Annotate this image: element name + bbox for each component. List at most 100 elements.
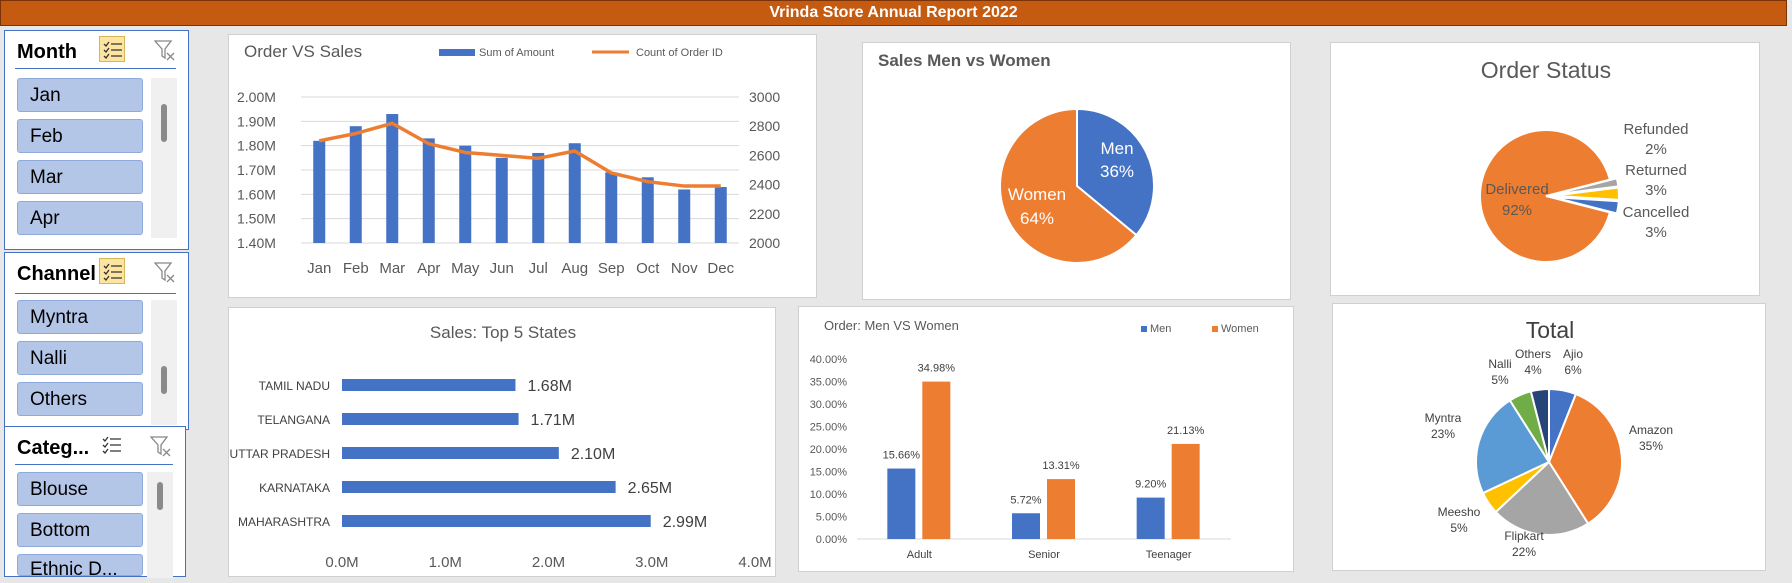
clear-filter-button[interactable]	[151, 258, 177, 284]
order-count-line	[318, 121, 721, 188]
bar-oct	[641, 177, 654, 243]
slicer-item-nalli[interactable]: Nalli	[17, 341, 143, 375]
slicer-item-others[interactable]: Others	[17, 382, 143, 416]
data-label: 15.66%	[883, 450, 921, 462]
order-men-vs-women-chart: Order: Men VS Women Men Women 40.00% 35.00% 3…	[810, 318, 1259, 561]
data-label-value: 6%	[1564, 363, 1582, 377]
x-tick-label: 2.0M	[532, 554, 565, 571]
slicer-item-jan[interactable]: Jan	[17, 78, 143, 112]
slicer-item-apr[interactable]: Apr	[17, 201, 143, 235]
y-tick-label: 30.00%	[810, 399, 848, 411]
y-left-tick-label: 1.90M	[237, 113, 276, 129]
y-left-tick-label: 2.00M	[237, 89, 276, 105]
month-slicer: Month Jan Feb Mar Apr	[4, 30, 189, 250]
data-label-value: 92%	[1502, 202, 1532, 219]
x-tick-label: Dec	[707, 260, 734, 277]
y-right-tick-label: 2400	[749, 177, 780, 193]
data-label-name: Myntra	[1425, 411, 1462, 425]
channel-slicer-title: Channel	[17, 263, 96, 285]
multi-select-button[interactable]	[99, 432, 125, 458]
x-tick-label: 3.0M	[635, 554, 668, 571]
legend-label-men: Men	[1150, 323, 1171, 335]
gender-slice-women	[999, 107, 1138, 264]
bar-men-adult	[887, 468, 916, 539]
status-slice-cancelled	[1552, 196, 1620, 215]
data-label: 2.65M	[628, 480, 672, 497]
total-channel-chart: Total Ajio 6% Amazon 35% Flipkart 22% Meesho 5% M…	[1425, 317, 1673, 559]
data-label-value: 5%	[1491, 373, 1509, 387]
slicer-item-feb[interactable]: Feb	[17, 119, 143, 153]
x-tick-label: Sep	[598, 260, 625, 277]
slicer-divider	[15, 464, 173, 465]
slicer-item-bottom[interactable]: Bottom	[17, 513, 143, 547]
data-label: 2.10M	[571, 446, 615, 463]
y-left-tick-label: 1.40M	[237, 235, 276, 251]
y-tick-label: 35.00%	[810, 377, 848, 389]
scrollbar-thumb[interactable]	[157, 482, 163, 510]
data-label-value: 36%	[1100, 162, 1134, 181]
data-label-name: Men	[1100, 139, 1133, 158]
channel-slice-myntra	[1475, 398, 1551, 495]
order-vs-sales-panel: Order VS Sales Sum of Amount Count of Orde…	[228, 34, 817, 298]
data-label: 21.13%	[1167, 425, 1205, 437]
x-tick-label: May	[451, 260, 480, 277]
legend-swatch-men	[1141, 326, 1147, 332]
y-tick-label: TELANGANA	[257, 413, 330, 427]
multi-select-icon	[103, 41, 122, 59]
y-left-tick-label: 1.70M	[237, 162, 276, 178]
multi-select-button[interactable]	[99, 258, 125, 284]
slicer-divider	[15, 293, 176, 294]
clear-filter-button[interactable]	[147, 432, 173, 458]
scrollbar-thumb[interactable]	[161, 104, 167, 142]
month-scrollbar[interactable]	[151, 78, 177, 238]
slicer-item-blouse[interactable]: Blouse	[17, 472, 143, 506]
x-tick-label: Jan	[307, 260, 331, 277]
bar-sep	[605, 172, 618, 243]
bar-uttar-pradesh	[342, 447, 559, 459]
bar-aug	[568, 143, 581, 243]
data-label: 5.72%	[1010, 494, 1041, 506]
y-right-tick-label: 3000	[749, 89, 780, 105]
top-5-states-chart: Sales: Top 5 States TAMIL NADU 1.68M TELANG…	[230, 323, 772, 571]
clear-filter-button[interactable]	[151, 36, 177, 62]
chart-title: Order VS Sales	[244, 42, 362, 61]
scrollbar-thumb[interactable]	[161, 366, 167, 394]
category-scrollbar[interactable]	[147, 472, 173, 578]
bar-women-senior	[1047, 479, 1075, 539]
bar-mar	[386, 114, 399, 244]
channel-scrollbar[interactable]	[151, 300, 177, 425]
data-label: 1.68M	[527, 378, 571, 395]
clear-filter-icon	[154, 40, 175, 61]
x-tick-label: Adult	[907, 549, 932, 561]
category-slicer-title: Categ...	[17, 437, 90, 459]
gender-slice-men	[1076, 107, 1155, 237]
data-label-name: Returned	[1625, 162, 1687, 179]
bar-women-teenager	[1171, 443, 1200, 539]
bar-men-teenager	[1136, 497, 1165, 539]
y-tick-label: TAMIL NADU	[259, 379, 330, 393]
clear-filter-icon	[154, 262, 175, 283]
order-status-chart: Order Status Delivered 92% Refunded 2% Return…	[1479, 57, 1689, 263]
bar-nov	[678, 189, 691, 243]
bar-men-senior	[1012, 513, 1040, 539]
data-label-name: Nalli	[1488, 357, 1511, 371]
multi-select-icon	[102, 436, 121, 454]
slicer-item-myntra[interactable]: Myntra	[17, 300, 143, 334]
data-label: 13.31%	[1042, 460, 1080, 472]
report-title-banner: Vrinda Store Annual Report 2022	[0, 0, 1787, 26]
y-right-tick-label: 2800	[749, 118, 780, 134]
y-right-tick-label: 2600	[749, 147, 780, 163]
bar-feb	[349, 126, 362, 243]
multi-select-button[interactable]	[99, 36, 125, 62]
sales-gender-panel: Sales Men vs Women Men 36% Women 64%	[862, 42, 1291, 300]
channel-slice-others	[1529, 387, 1550, 463]
data-label: 2.99M	[663, 514, 707, 531]
slicer-item-ethnic-dress[interactable]: Ethnic D...	[17, 554, 143, 576]
y-tick-label: 40.00%	[810, 354, 848, 366]
bar-may	[459, 145, 472, 243]
y-tick-label: 0.00%	[816, 534, 847, 546]
slicer-item-mar[interactable]: Mar	[17, 160, 143, 194]
y-tick-label: 20.00%	[810, 444, 848, 456]
bar-tamil-nadu	[342, 379, 516, 391]
bar-jul	[532, 152, 545, 243]
